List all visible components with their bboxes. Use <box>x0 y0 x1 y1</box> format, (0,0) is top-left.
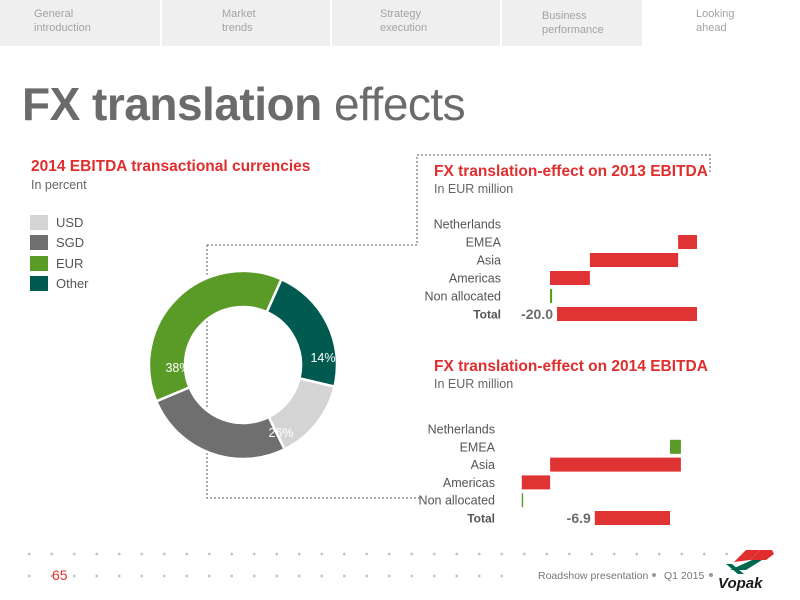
page-number: 65 <box>52 567 68 583</box>
legend-label: EUR <box>56 255 84 271</box>
legend-label: USD <box>56 214 84 230</box>
donut-chart-unit: In percent <box>31 178 87 192</box>
vopak-logo: Vopak <box>718 550 774 592</box>
tab-label: trends <box>222 22 253 34</box>
legend-swatch <box>30 276 48 292</box>
waterfall-2013-category-label: Asia <box>477 254 501 268</box>
legend-swatch <box>30 255 48 271</box>
waterfall-2014-unit: In EUR million <box>434 377 514 391</box>
donut-slice-sgd <box>154 385 287 461</box>
page-title-light: effects <box>334 78 466 130</box>
waterfall-2013-bar <box>678 235 697 249</box>
waterfall-2013-bar <box>557 307 697 321</box>
waterfall-2014-bar <box>670 439 681 454</box>
tab-label: Looking <box>696 8 735 20</box>
footer-dots-row <box>18 552 788 556</box>
waterfall-2014-bar <box>521 493 524 508</box>
tab-business-performance[interactable]: Business performance <box>502 0 644 46</box>
waterfall-2013-bar <box>550 289 553 303</box>
tab-market-trends[interactable]: Market trends <box>162 0 332 46</box>
donut-slice-label: 38% <box>165 361 190 375</box>
waterfall-2013-category-label: EMEA <box>466 236 502 250</box>
tab-label: ahead <box>696 22 727 34</box>
waterfall-2013-unit: In EUR million <box>434 182 514 196</box>
waterfall-2014-category-label: Non allocated <box>419 494 495 508</box>
waterfall-2014-bar <box>550 457 681 472</box>
waterfall-2014-category-label: Asia <box>471 458 495 472</box>
waterfall-2014-bar <box>521 475 551 490</box>
legend-item-sgd: SGD <box>30 233 89 254</box>
page-title-bold: FX translation <box>22 78 322 130</box>
footer-period: Q1 2015 <box>664 570 705 582</box>
tab-label: introduction <box>34 22 91 34</box>
waterfall-2013-bar <box>550 271 590 285</box>
waterfall-2014-title: FX translation-effect on 2014 EBITDA <box>434 358 708 375</box>
tab-label: Market <box>222 8 256 20</box>
waterfall-2013-category-label: Americas <box>449 272 501 286</box>
donut-chart-title: 2014 EBITDA transactional currencies <box>31 158 311 175</box>
page-title: FX translation effects <box>22 76 466 132</box>
waterfall-2014-category-label: Americas <box>443 476 495 490</box>
tab-label: General <box>34 8 74 20</box>
donut-chart: 22%14%26%38% <box>147 269 339 461</box>
legend-label: SGD <box>56 235 85 251</box>
waterfall-2014-total-label: -6.9 <box>567 510 591 526</box>
waterfall-2014-category-label: EMEA <box>460 440 496 454</box>
legend-item-other: Other <box>30 274 89 295</box>
waterfall-2013-total-label: -20.0 <box>521 306 553 322</box>
donut-slice-label: 14% <box>310 351 335 365</box>
tab-label: Strategy <box>380 8 421 20</box>
footer-dots-row <box>18 574 518 578</box>
donut-legend: USD SGD EUR Other <box>30 212 89 294</box>
waterfall-2013-category-label: Non allocated <box>425 290 501 304</box>
waterfall-2014-bar <box>594 511 670 525</box>
footer-separator <box>652 573 656 577</box>
logo-text: Vopak <box>718 575 763 592</box>
waterfall-2013-category-label: Netherlands <box>434 218 501 232</box>
legend-item-eur: EUR <box>30 253 89 274</box>
tab-label: performance <box>542 24 604 36</box>
waterfall-2013-title: FX translation-effect on 2013 EBITDA <box>434 163 708 180</box>
tab-strategy-execution[interactable]: Strategy execution <box>332 0 502 46</box>
tab-looking-ahead[interactable]: Looking ahead <box>644 0 800 46</box>
waterfall-2014-category-label: Netherlands <box>428 423 495 437</box>
tab-label: execution <box>380 22 428 34</box>
tab-general-introduction[interactable]: General introduction <box>0 0 162 46</box>
footer-presentation: Roadshow presentation <box>538 570 649 582</box>
donut-slice-eur <box>147 269 284 403</box>
section-nav: General introduction Market trends Strat… <box>0 0 800 46</box>
footer-separator <box>709 573 713 577</box>
tab-label: Business <box>542 10 587 22</box>
waterfall-2014-category-label: Total <box>467 512 495 526</box>
legend-swatch <box>30 235 48 251</box>
legend-label: Other <box>56 276 89 292</box>
logo-mark <box>726 550 774 574</box>
waterfall-2013-bar <box>589 253 679 267</box>
legend-swatch <box>30 214 48 230</box>
donut-slice-label: 26% <box>268 426 293 440</box>
waterfall-2013-category-label: Total <box>473 308 501 322</box>
legend-item-usd: USD <box>30 212 89 233</box>
